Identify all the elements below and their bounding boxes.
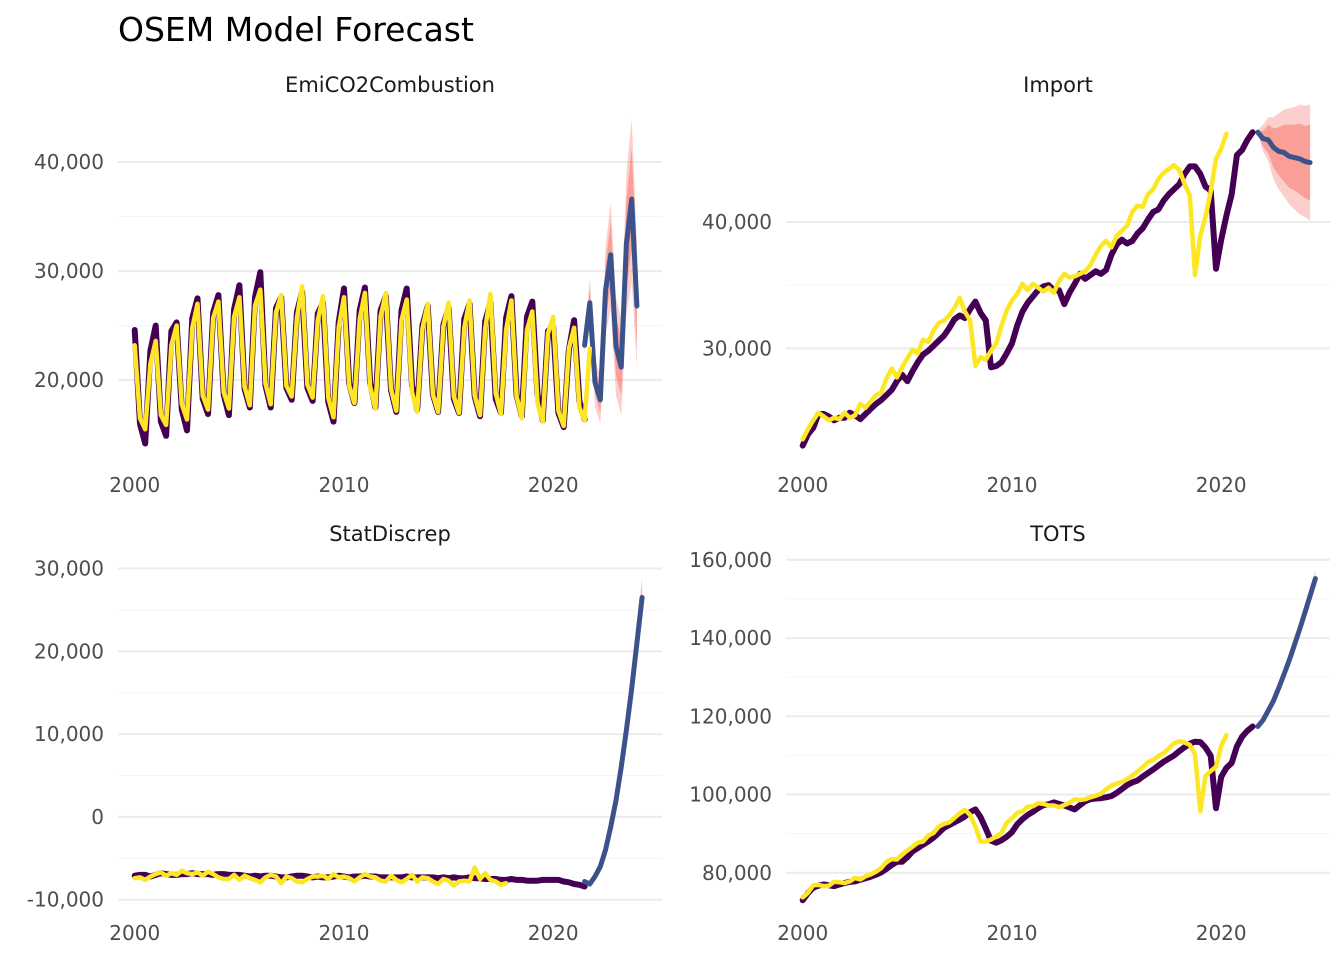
y-tick-label: 30,000 [702,336,772,360]
y-tick-label: 30,000 [34,557,104,581]
facet-panels: EmiCO2Combustion 20,000 30,000 40,000 2000 20… [27,73,1330,945]
facet-title: Import [1023,73,1093,97]
y-tick-label: 160,000 [689,548,772,572]
panel-tots: TOTS 80,000 100,000 120,000 140,000 160,000 20… [689,522,1330,945]
x-tick-label: 2000 [777,473,828,497]
x-tick-label: 2020 [528,921,579,945]
forecast-series-line [582,196,640,403]
facet-title: StatDiscrep [329,522,451,546]
y-tick-label: -10,000 [27,888,104,912]
y-tick-label: 40,000 [34,150,104,174]
x-tick-label: 2020 [528,473,579,497]
forecast-series-line [1255,129,1313,166]
chart-title: OSEM Model Forecast [118,10,474,49]
x-tick-label: 2020 [1196,921,1247,945]
y-tick-label: 140,000 [689,626,772,650]
y-tick-label: 10,000 [34,722,104,746]
x-tick-label: 2000 [109,921,160,945]
x-tick-label: 2010 [987,473,1038,497]
panel-import: Import 30,000 40,000 2000 2010 2020 [702,73,1330,497]
y-tick-label: 120,000 [689,704,772,728]
fitted-series-line [132,284,593,432]
y-tick-label: 80,000 [702,861,772,885]
fitted-series-line [800,131,1229,442]
x-tick-label: 2000 [777,921,828,945]
observed-series-line [799,723,1256,904]
x-tick-label: 2010 [319,473,370,497]
y-tick-label: 20,000 [34,639,104,663]
y-tick-label: 100,000 [689,783,772,807]
x-tick-label: 2000 [109,473,160,497]
forecast-series-line [1255,576,1318,729]
x-tick-label: 2020 [1196,473,1247,497]
panel-emico2combustion: EmiCO2Combustion 20,000 30,000 40,000 2000 20… [34,73,662,497]
panel-statdiscrep: StatDiscrep -10,000 0 10,000 20,000 30,000 200… [27,522,662,945]
x-tick-label: 2010 [319,921,370,945]
y-tick-label: 20,000 [34,368,104,392]
observed-series-line [799,129,1256,449]
x-tick-label: 2010 [987,921,1038,945]
y-tick-label: 40,000 [702,210,772,234]
facet-title: EmiCO2Combustion [285,73,495,97]
fitted-series-line [132,865,509,888]
facet-title: TOTS [1029,522,1086,546]
forecast-series-line [582,595,645,887]
y-tick-label: 30,000 [34,259,104,283]
fitted-series-line [800,732,1229,900]
y-tick-label: 0 [91,805,104,829]
